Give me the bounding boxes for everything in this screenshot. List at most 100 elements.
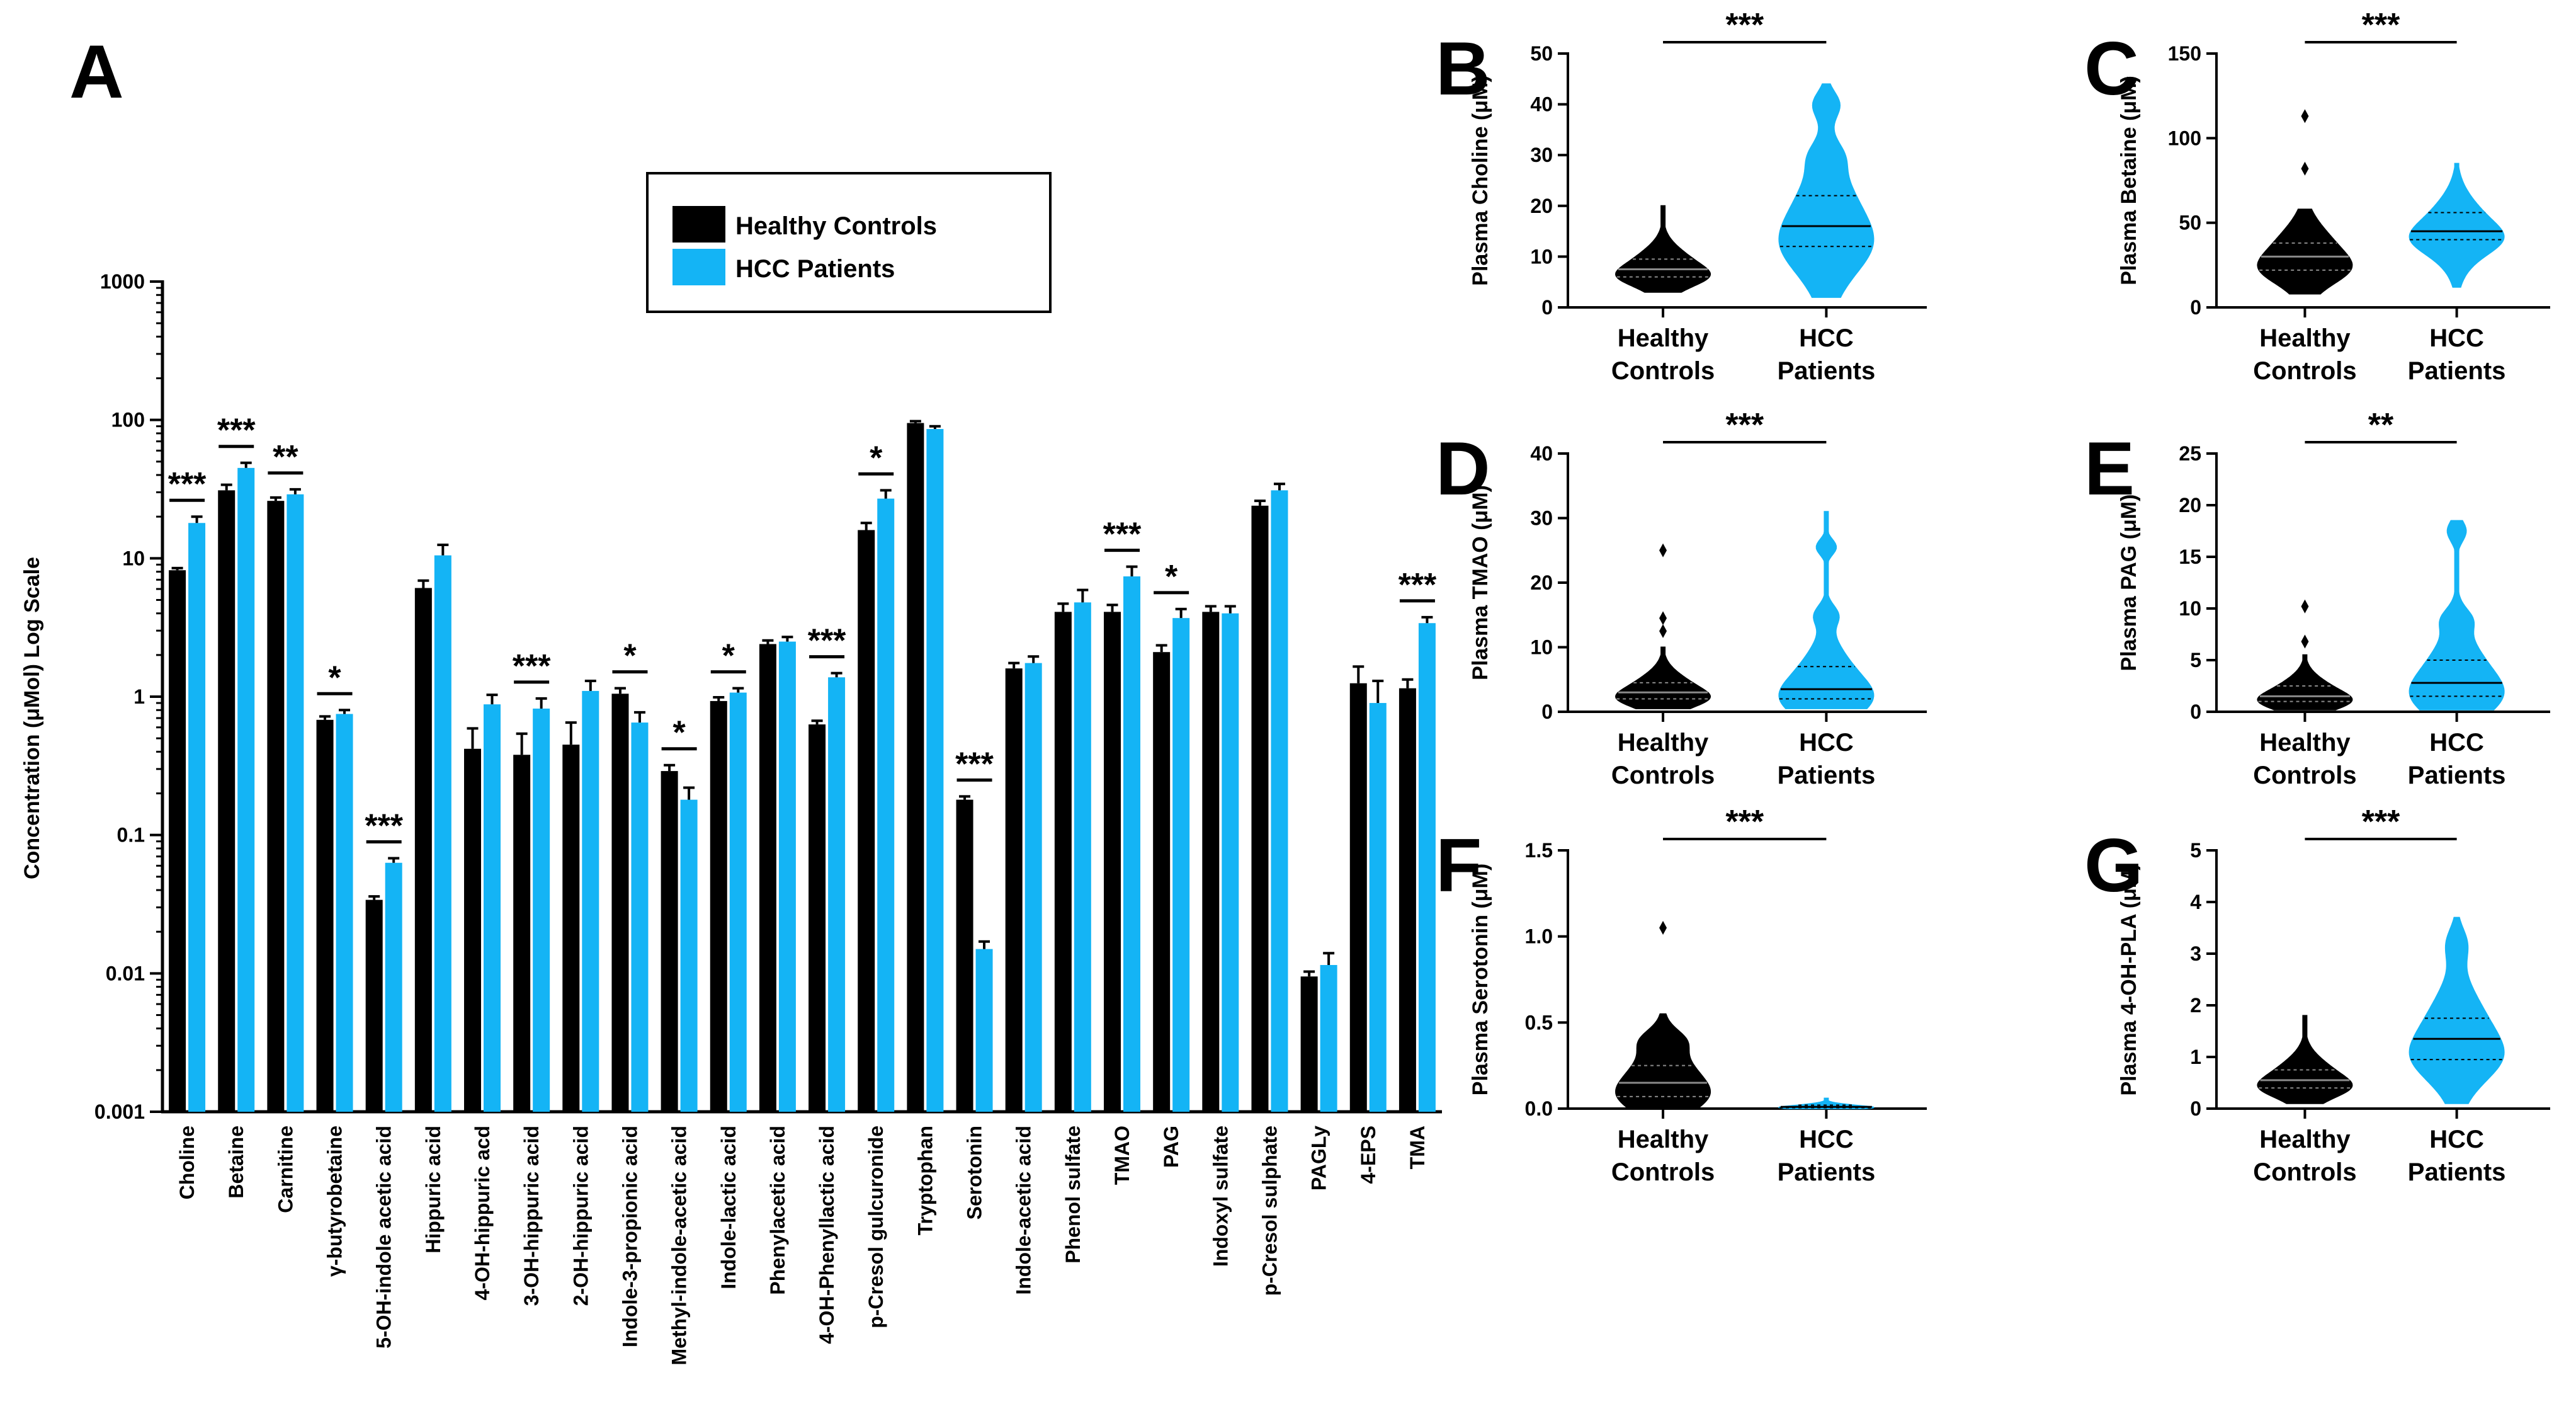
bar-control (414, 588, 432, 1112)
bar-control (218, 490, 235, 1112)
outlier-point (2301, 634, 2309, 649)
x-category-label: Carnitine (274, 1126, 297, 1213)
y-tick-label: 1000 (100, 270, 145, 293)
y-tick-label: 1 (2190, 1046, 2201, 1068)
significance-stars: *** (217, 413, 256, 449)
bar-control (169, 570, 186, 1112)
significance-stars: *** (168, 466, 207, 503)
legend-label-control: Healthy Controls (735, 212, 937, 240)
y-axis-label: Concentration (μMol) Log Scale (20, 557, 44, 879)
bar-control (611, 694, 629, 1112)
y-tick-label: 0.1 (117, 824, 145, 847)
y-tick-label: 40 (1530, 93, 1553, 116)
significance-stars: *** (1725, 7, 1764, 43)
y-tick-label: 1.0 (1525, 925, 1553, 948)
significance-stars: ** (273, 439, 298, 476)
x-category-label: TMAO (1111, 1126, 1133, 1185)
bar-patient (385, 862, 402, 1112)
bar-patient (1369, 703, 1387, 1112)
bar-patient (975, 949, 993, 1112)
panel-label: A (69, 30, 124, 114)
y-tick-label: 20 (1530, 195, 1553, 217)
panel-label: C (2084, 26, 2139, 111)
bar-control (513, 755, 531, 1112)
group-label-line1: HCC (2429, 1126, 2484, 1153)
significance-stars: *** (1399, 567, 1437, 603)
legend-label-patient: HCC Patients (735, 255, 895, 283)
x-category-label: Choline (176, 1126, 198, 1199)
y-tick-label: 20 (1530, 571, 1553, 594)
group-label-line2: Patients (2408, 1158, 2506, 1186)
group-label-line2: Patients (1778, 1158, 1876, 1186)
x-category-label: Tryptophan (914, 1126, 936, 1235)
violin-control (1615, 1013, 1711, 1109)
outlier-point (1659, 624, 1667, 638)
x-category-label: Indoxyl sulfate (1209, 1126, 1232, 1267)
bar-patient (1418, 623, 1436, 1112)
y-tick-label: 50 (2179, 212, 2201, 234)
x-category-label: 3-OH-hippuric acid (520, 1126, 543, 1306)
x-category-label: PAGLy (1308, 1126, 1331, 1190)
group-label-line1: HCC (2429, 729, 2484, 757)
x-category-label: p-Cresol sulphate (1258, 1126, 1281, 1296)
violin-control (2257, 208, 2353, 295)
significance-stars: *** (365, 808, 403, 844)
bar-patient (778, 641, 796, 1112)
bar-control (1202, 612, 1220, 1112)
y-axis-label: Plasma Choline (μM) (1468, 75, 1492, 285)
y-tick-label: 100 (2168, 127, 2201, 149)
bar-patient (434, 555, 451, 1112)
bar-control (1005, 668, 1023, 1112)
y-axis-label: Plasma PAG (μM) (2117, 494, 2141, 671)
significance-stars: *** (1725, 407, 1764, 443)
significance-stars: *** (2362, 7, 2400, 43)
y-tick-label: 10 (1530, 245, 1553, 268)
group-label-line2: Controls (1611, 357, 1715, 385)
y-tick-label: 0 (2190, 296, 2201, 319)
y-tick-label: 10 (2179, 597, 2201, 620)
y-axis-label: Plasma Betaine (μM) (2117, 76, 2141, 285)
x-category-label: Indole-acetic acid (1013, 1126, 1035, 1295)
legend-swatch-patient (672, 249, 725, 285)
panel-label: D (1436, 426, 1490, 511)
group-label-line2: Controls (1611, 1158, 1715, 1186)
bar-patient (828, 677, 846, 1112)
group-label-line1: HCC (2429, 324, 2484, 352)
y-tick-label: 15 (2179, 545, 2201, 568)
group-label-line1: HCC (1799, 1126, 1854, 1153)
panel-label: E (2084, 426, 2135, 511)
bar-control (759, 644, 776, 1112)
bar-patient (1024, 663, 1042, 1112)
significance-stars: *** (808, 623, 846, 659)
significance-stars: * (672, 715, 686, 751)
y-tick-label: 1 (133, 685, 145, 708)
y-tick-label: 5 (2190, 839, 2201, 862)
violin-control (1615, 205, 1711, 293)
y-tick-label: 4 (2190, 891, 2201, 913)
group-label-line2: Patients (2408, 762, 2506, 789)
bar-patient (336, 714, 353, 1112)
violin-control (2257, 1015, 2353, 1104)
significance-stars: * (623, 638, 637, 675)
bar-patient (1074, 602, 1091, 1112)
bar-control (1399, 688, 1416, 1112)
group-label-line1: Healthy (2259, 324, 2351, 352)
bar-control (267, 501, 285, 1112)
group-label-line2: Controls (2253, 762, 2356, 789)
x-category-label: Hippuric acid (422, 1126, 445, 1253)
group-label-line1: HCC (1799, 324, 1854, 352)
group-label-line2: Patients (1778, 762, 1876, 789)
bar-control (858, 530, 875, 1112)
violin-patient (2409, 163, 2505, 288)
y-tick-label: 30 (1530, 144, 1553, 166)
significance-stars: *** (1725, 804, 1764, 840)
group-label-line1: Healthy (2259, 1126, 2351, 1153)
x-category-label: Phenylacetic acid (766, 1126, 789, 1295)
y-tick-label: 0 (1541, 700, 1553, 723)
x-category-label: 4-EPS (1357, 1126, 1380, 1184)
